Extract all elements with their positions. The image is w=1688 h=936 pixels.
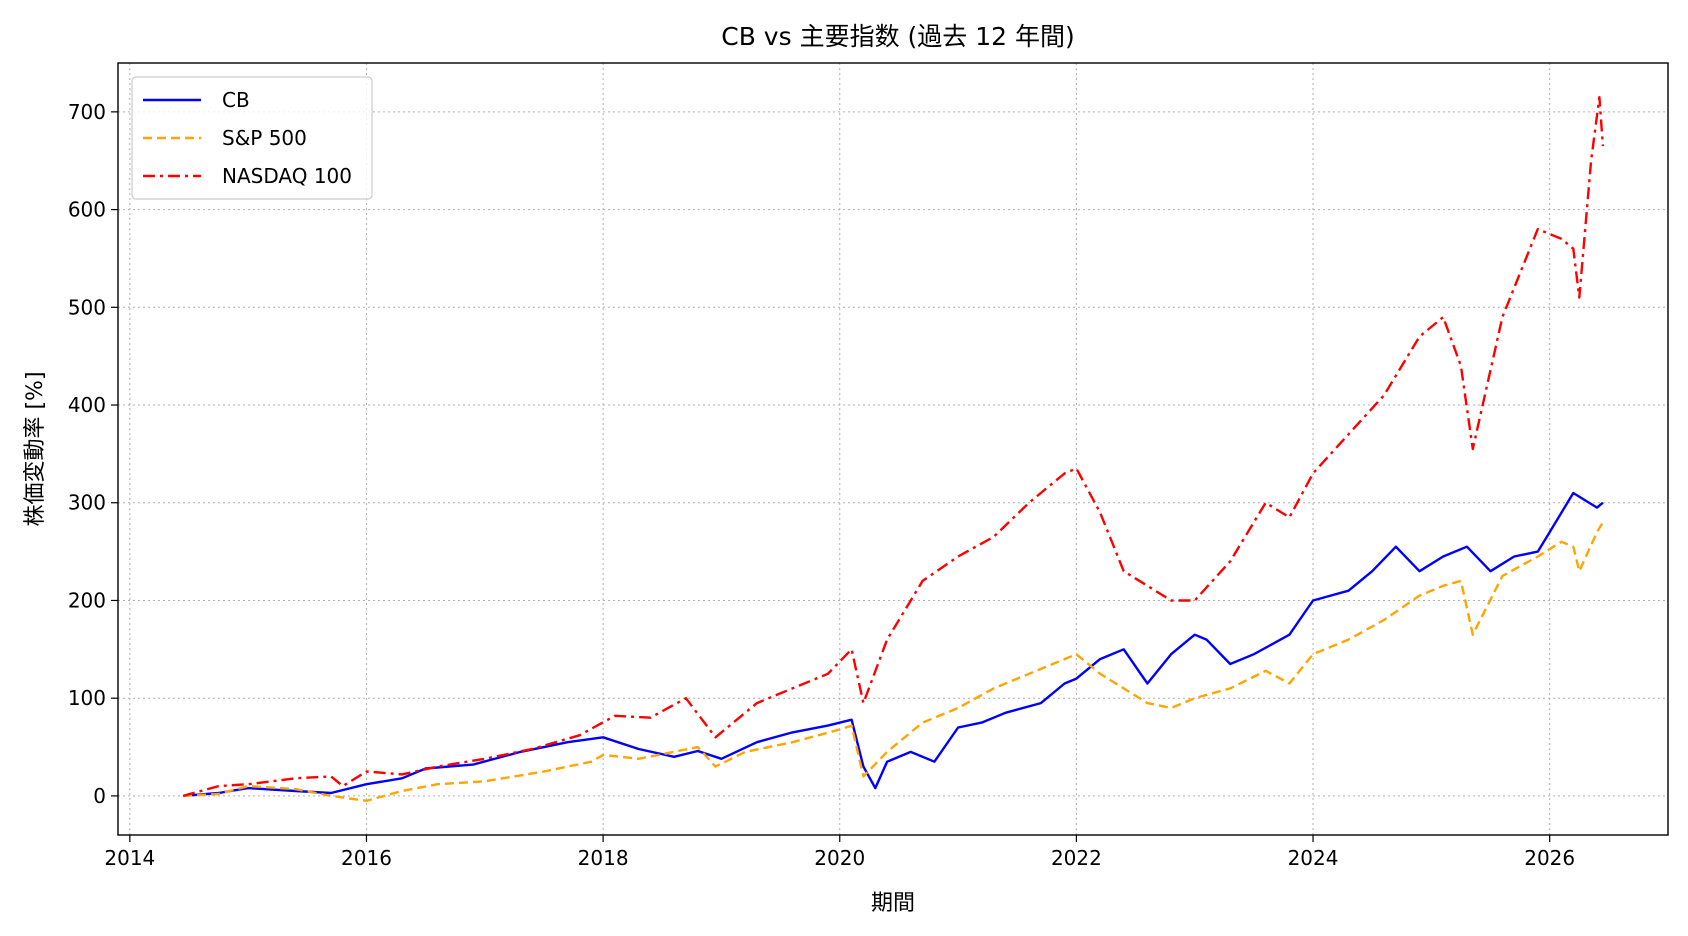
series-line-1 [183,521,1604,802]
y-axis: 0 100 200 300 400 500 600 700 [68,100,118,808]
series-line-0 [183,491,1604,798]
x-tick-label: 2024 [1288,846,1339,870]
y-tick-label: 400 [68,393,106,417]
y-tick-label: 700 [68,100,106,124]
x-axis: 2014 2016 2018 2020 2022 2024 2026 [104,835,1575,870]
legend-label-2: NASDAQ 100 [222,164,352,188]
x-tick-label: 2026 [1524,846,1575,870]
legend: CB S&P 500 NASDAQ 100 [131,76,373,200]
chart-title: CB vs 主要指数 (過去 12 年間) [721,22,1074,51]
legend-box [131,76,373,200]
y-tick-label: 600 [68,198,106,222]
grid-lines [118,63,1668,835]
x-tick-label: 2016 [341,846,392,870]
x-tick-label: 2018 [578,846,629,870]
y-tick-label: 0 [93,784,106,808]
legend-label-1: S&P 500 [222,126,307,150]
y-axis-label: 株価変動率 [%] [23,371,48,526]
series-line-2 [182,95,1605,798]
y-tick-label: 300 [68,491,106,515]
x-tick-label: 2022 [1051,846,1102,870]
x-axis-label: 期間 [871,891,915,916]
y-tick-label: 500 [68,295,106,319]
y-tick-label: 200 [68,588,106,612]
legend-label-0: CB [222,88,250,112]
plot-lines [182,95,1605,802]
plot-frame [117,62,1669,836]
x-tick-label: 2020 [814,846,865,870]
y-tick-label: 100 [68,686,106,710]
x-tick-label: 2014 [104,846,155,870]
